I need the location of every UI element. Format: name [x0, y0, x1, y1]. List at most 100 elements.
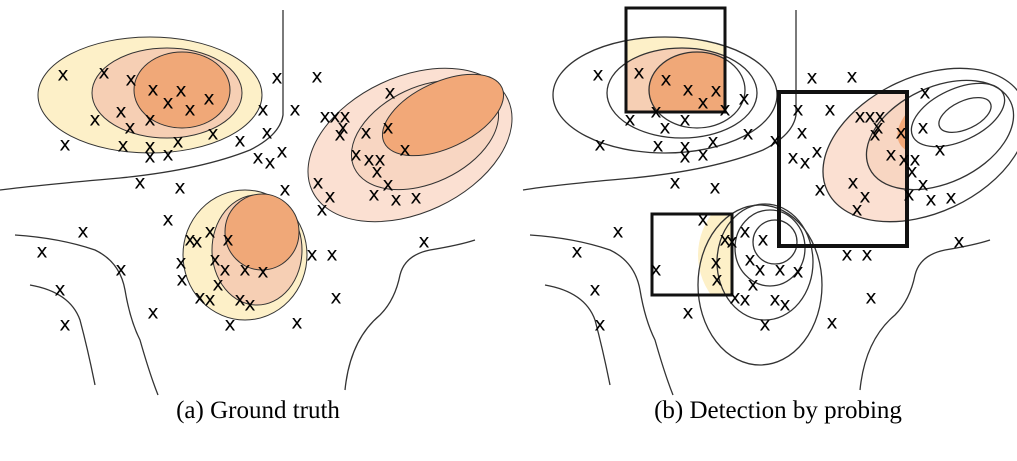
- sample-marker: x: [360, 122, 371, 144]
- sample-marker: x: [234, 289, 245, 311]
- sample-marker: x: [134, 172, 145, 194]
- sample-marker: x: [144, 136, 155, 158]
- sample-marker: x: [682, 79, 693, 101]
- sample-marker: x: [144, 146, 155, 168]
- sample-marker: x: [203, 88, 214, 110]
- sample-marker: x: [719, 229, 730, 251]
- sample-marker: x: [669, 172, 680, 194]
- caption: (a) Ground truth: [176, 397, 340, 424]
- sample-marker: x: [826, 312, 837, 334]
- sample-marker: x: [162, 92, 173, 114]
- sample-marker: x: [769, 130, 780, 152]
- sample-marker: x: [147, 79, 158, 101]
- sample-marker: x: [747, 274, 758, 296]
- sample-marker: x: [571, 241, 582, 263]
- sample-marker: x: [399, 139, 410, 161]
- sample-marker: x: [324, 186, 335, 208]
- sample-marker: x: [697, 92, 708, 114]
- sample-marker: x: [207, 123, 218, 145]
- sample-marker: x: [851, 199, 862, 221]
- sample-marker: x: [659, 117, 670, 139]
- sample-marker: x: [806, 67, 817, 89]
- panel-a: [0, 10, 513, 396]
- sample-marker: x: [859, 186, 870, 208]
- sample-marker: x: [742, 123, 753, 145]
- sample-marker: x: [759, 314, 770, 336]
- sample-marker: x: [903, 184, 914, 206]
- sample-marker: x: [811, 141, 822, 163]
- sample-marker: x: [311, 66, 322, 88]
- sample-marker: x: [814, 179, 825, 201]
- sample-marker: x: [162, 209, 173, 231]
- sample-marker: x: [319, 106, 330, 128]
- sample-marker: x: [264, 152, 275, 174]
- sample-marker: x: [738, 88, 749, 110]
- sample-marker: x: [872, 117, 883, 139]
- sample-marker: x: [709, 177, 720, 199]
- sample-marker: x: [54, 279, 65, 301]
- sample-marker: x: [350, 144, 361, 166]
- sample-marker: x: [271, 67, 282, 89]
- sample-marker: x: [77, 221, 88, 243]
- sample-marker: x: [382, 174, 393, 196]
- sample-marker: x: [711, 269, 722, 291]
- sample-marker: x: [682, 302, 693, 324]
- sample-marker: x: [796, 122, 807, 144]
- sample-marker: x: [330, 287, 341, 309]
- sample-marker: x: [612, 221, 623, 243]
- sample-marker: x: [418, 231, 429, 253]
- sample-marker: x: [115, 259, 126, 281]
- sample-marker: x: [592, 64, 603, 86]
- sample-marker: x: [729, 287, 740, 309]
- sample-marker: x: [624, 109, 635, 131]
- sample-marker: x: [382, 117, 393, 139]
- sample-marker: x: [147, 302, 158, 324]
- sample-marker: x: [710, 80, 721, 102]
- sample-marker: x: [337, 117, 348, 139]
- sample-marker: x: [774, 259, 785, 281]
- sample-marker: x: [316, 199, 327, 221]
- sample-marker: x: [739, 221, 750, 243]
- sample-marker: x: [846, 66, 857, 88]
- sample-marker: x: [390, 189, 401, 211]
- sample-marker: x: [279, 179, 290, 201]
- contour: [648, 51, 746, 129]
- sample-marker: x: [368, 184, 379, 206]
- sample-marker: x: [895, 122, 906, 144]
- sample-marker: x: [679, 109, 690, 131]
- sample-marker: x: [124, 117, 135, 139]
- sample-marker: x: [934, 139, 945, 161]
- sample-marker: x: [757, 229, 768, 251]
- sample-marker: x: [707, 131, 718, 153]
- detection-box: [624, 6, 727, 114]
- sample-marker: x: [184, 99, 195, 121]
- boundary: [344, 239, 476, 391]
- contour: [822, 67, 1017, 223]
- sample-marker: x: [854, 106, 865, 128]
- contour: [752, 219, 798, 265]
- sample-marker: x: [115, 101, 126, 123]
- sample-marker: x: [865, 287, 876, 309]
- sample-marker: x: [792, 261, 803, 283]
- sample-marker: x: [224, 314, 235, 336]
- sample-marker: x: [679, 136, 690, 158]
- sample-marker: x: [594, 314, 605, 336]
- sample-marker: x: [953, 231, 964, 253]
- sample-marker: x: [679, 146, 690, 168]
- sample-marker: x: [864, 106, 875, 128]
- sample-marker: x: [329, 106, 340, 128]
- contour: [606, 47, 758, 139]
- sample-marker: x: [175, 80, 186, 102]
- sample-marker: x: [847, 172, 858, 194]
- boundary: [529, 234, 674, 396]
- detection-box: [777, 90, 909, 248]
- sample-marker: x: [371, 161, 382, 183]
- sample-marker: x: [209, 249, 220, 271]
- sample-marker: x: [57, 64, 68, 86]
- sample-marker: x: [697, 209, 708, 231]
- sample-marker: x: [726, 231, 737, 253]
- boundary: [14, 234, 159, 396]
- sample-marker: x: [710, 252, 721, 274]
- sample-marker: x: [306, 244, 317, 266]
- sample-marker: x: [754, 259, 765, 281]
